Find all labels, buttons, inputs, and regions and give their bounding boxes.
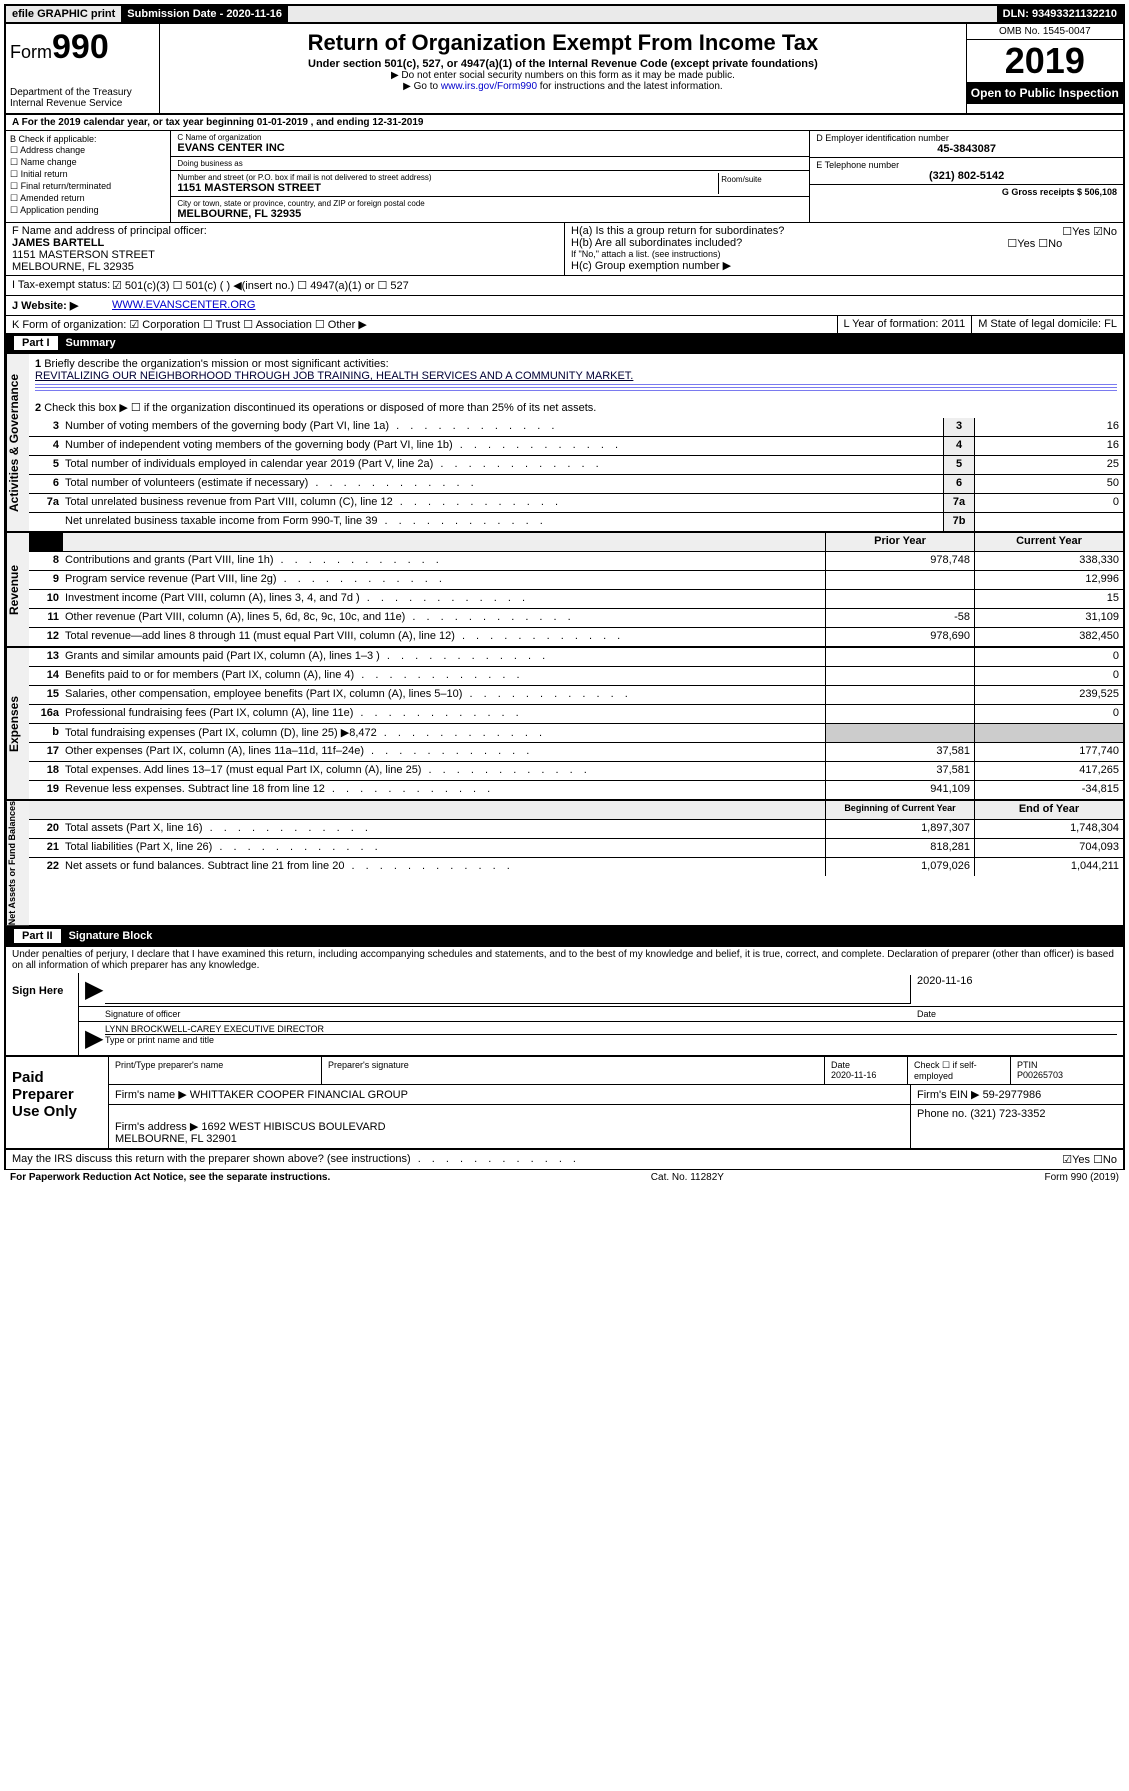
dept-label: Department of the Treasury Internal Reve… (10, 87, 155, 109)
table-row: 11Other revenue (Part VIII, column (A), … (29, 609, 1123, 628)
table-row: 6Total number of volunteers (estimate if… (29, 475, 1123, 494)
table-row: 20Total assets (Part X, line 16)1,897,30… (29, 820, 1123, 839)
box-de: D Employer identification number 45-3843… (809, 131, 1123, 222)
table-row: Net unrelated business taxable income fr… (29, 513, 1123, 531)
table-row: 14Benefits paid to or for members (Part … (29, 667, 1123, 686)
row-fh: F Name and address of principal officer:… (4, 223, 1125, 276)
row-k: K Form of organization: ☑ Corporation ☐ … (4, 316, 1125, 334)
phone: (321) 802-5142 (816, 170, 1117, 182)
box-c: C Name of organization EVANS CENTER INC … (171, 131, 809, 222)
paid-preparer: Paid Preparer Use Only Print/Type prepar… (4, 1057, 1125, 1150)
table-row: 19Revenue less expenses. Subtract line 1… (29, 781, 1123, 799)
table-row: 13Grants and similar amounts paid (Part … (29, 648, 1123, 667)
table-row: bTotal fundraising expenses (Part IX, co… (29, 724, 1123, 743)
row-j: J Website: ▶ WWW.EVANSCENTER.ORG (4, 296, 1125, 316)
form-title: Return of Organization Exempt From Incom… (164, 30, 961, 56)
info-grid: B Check if applicable: ☐ Address change … (4, 131, 1125, 223)
officer-signed: LYNN BROCKWELL-CAREY EXECUTIVE DIRECTOR (105, 1024, 1117, 1035)
gross-receipts: G Gross receipts $ 506,108 (816, 187, 1117, 197)
irs-link[interactable]: www.irs.gov/Form990 (441, 81, 537, 92)
top-bar: efile GRAPHIC print Submission Date - 20… (4, 4, 1125, 24)
table-row: 5Total number of individuals employed in… (29, 456, 1123, 475)
part2-header: Part IISignature Block (4, 927, 1125, 947)
org-name: EVANS CENTER INC (177, 142, 803, 154)
mission: REVITALIZING OUR NEIGHBORHOOD THROUGH JO… (35, 370, 633, 382)
table-row: 15Salaries, other compensation, employee… (29, 686, 1123, 705)
tax-year-row: A For the 2019 calendar year, or tax yea… (4, 115, 1125, 131)
firm-name: WHITTAKER COOPER FINANCIAL GROUP (190, 1089, 408, 1101)
table-row: 12Total revenue—add lines 8 through 11 (… (29, 628, 1123, 646)
note1: ▶ Do not enter social security numbers o… (164, 70, 961, 81)
table-row: 4Number of independent voting members of… (29, 437, 1123, 456)
dln: DLN: 93493321132210 (997, 6, 1123, 22)
website-link[interactable]: WWW.EVANSCENTER.ORG (112, 299, 255, 312)
efile-label[interactable]: efile GRAPHIC print (6, 6, 121, 22)
form-number: Form990 (10, 28, 155, 67)
footer: For Paperwork Reduction Act Notice, see … (4, 1170, 1125, 1185)
state-domicile: M State of legal domicile: FL (971, 316, 1123, 333)
submission-date: Submission Date - 2020-11-16 (121, 6, 288, 22)
open-inspection: Open to Public Inspection (967, 82, 1123, 104)
street-address: 1151 MASTERSON STREET (177, 182, 718, 194)
table-row: 10Investment income (Part VIII, column (… (29, 590, 1123, 609)
sign-block: Sign Here ▶ 2020-11-16 Signature of offi… (4, 973, 1125, 1057)
omb: OMB No. 1545-0047 (967, 24, 1123, 40)
table-row: 17Other expenses (Part IX, column (A), l… (29, 743, 1123, 762)
table-row: 3Number of voting members of the governi… (29, 418, 1123, 437)
table-row: 22Net assets or fund balances. Subtract … (29, 858, 1123, 876)
year-formation: L Year of formation: 2011 (837, 316, 972, 333)
summary-expenses: Expenses 13Grants and similar amounts pa… (4, 648, 1125, 801)
officer-name: JAMES BARTELL (12, 237, 558, 249)
tax-year: 2019 (967, 40, 1123, 82)
table-row: 9Program service revenue (Part VIII, lin… (29, 571, 1123, 590)
table-row: 7aTotal unrelated business revenue from … (29, 494, 1123, 513)
summary-governance: Activities & Governance 1 Briefly descri… (4, 354, 1125, 533)
table-row: 16aProfessional fundraising fees (Part I… (29, 705, 1123, 724)
perjury: Under penalties of perjury, I declare th… (4, 947, 1125, 973)
summary-revenue: Revenue b Prior Year Current Year 8Contr… (4, 533, 1125, 648)
note2: ▶ Go to www.irs.gov/Form990 for instruct… (164, 81, 961, 92)
part1-header: Part ISummary (4, 334, 1125, 354)
city-state: MELBOURNE, FL 32935 (177, 208, 803, 220)
row-i: I Tax-exempt status: ☑ 501(c)(3) ☐ 501(c… (4, 276, 1125, 296)
subtitle: Under section 501(c), 527, or 4947(a)(1)… (164, 58, 961, 70)
ein: 45-3843087 (816, 143, 1117, 155)
table-row: 18Total expenses. Add lines 13–17 (must … (29, 762, 1123, 781)
table-row: 21Total liabilities (Part X, line 26)818… (29, 839, 1123, 858)
box-b: B Check if applicable: ☐ Address change … (6, 131, 171, 222)
discuss-row: May the IRS discuss this return with the… (4, 1150, 1125, 1170)
summary-net: Net Assets or Fund Balances Beginning of… (4, 801, 1125, 927)
form-header: Form990 Department of the Treasury Inter… (4, 24, 1125, 115)
table-row: 8Contributions and grants (Part VIII, li… (29, 552, 1123, 571)
